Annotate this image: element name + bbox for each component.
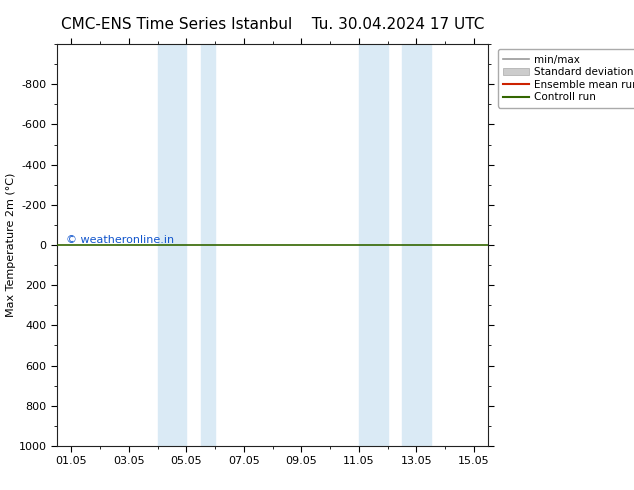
- Bar: [158, 44, 186, 446]
- Legend: min/max, Standard deviation, Ensemble mean run, Controll run: min/max, Standard deviation, Ensemble me…: [498, 49, 634, 107]
- Bar: [359, 44, 387, 446]
- Text: © weatheronline.in: © weatheronline.in: [66, 235, 174, 245]
- Bar: [201, 44, 215, 446]
- Y-axis label: Max Temperature 2m (°C): Max Temperature 2m (°C): [6, 173, 16, 317]
- Text: CMC-ENS Time Series Istanbul    Tu. 30.04.2024 17 UTC: CMC-ENS Time Series Istanbul Tu. 30.04.2…: [61, 17, 484, 32]
- Bar: [402, 44, 430, 446]
